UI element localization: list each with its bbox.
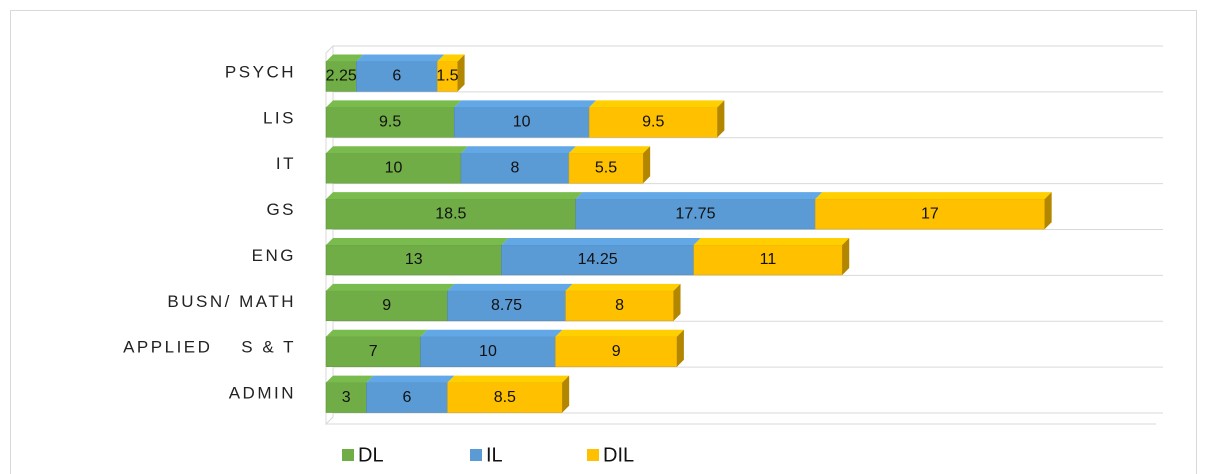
- y-tick-label: ADMIN: [229, 384, 296, 403]
- bar-top-face: [568, 146, 651, 154]
- bar-top-face: [326, 100, 462, 108]
- data-label: 11: [760, 251, 777, 268]
- bar-segment: [447, 290, 566, 322]
- bar-top-face: [326, 146, 468, 154]
- bar-segment: [565, 290, 674, 322]
- bar-segment: [501, 244, 695, 276]
- legend-swatch: [470, 449, 482, 461]
- bar-top-face: [437, 54, 465, 62]
- bar-segment: [325, 336, 421, 367]
- bar-side-face: [673, 283, 681, 321]
- bar-top-face: [460, 146, 576, 154]
- data-label: 17.75: [675, 205, 715, 222]
- bar-top-face: [589, 100, 725, 108]
- data-label: 18.5: [435, 205, 466, 222]
- bar-segment: [325, 290, 448, 322]
- data-label: 17: [921, 205, 939, 222]
- bar-top-face: [326, 237, 509, 245]
- data-label: 8: [510, 159, 519, 176]
- data-label: 8.5: [494, 389, 516, 406]
- data-label: 9: [382, 297, 391, 314]
- bar-segment: [575, 198, 816, 230]
- bar-side-face: [457, 54, 465, 92]
- data-label: 6: [392, 68, 401, 85]
- bar-side-face: [842, 237, 850, 275]
- bar-side-face: [717, 100, 725, 138]
- y-tick-label: LIS: [263, 108, 296, 127]
- bar-top-face: [555, 329, 684, 337]
- data-label: 2.25: [326, 68, 357, 85]
- bar-top-face: [454, 100, 597, 108]
- data-label: 8.75: [491, 297, 522, 314]
- data-label: 8: [615, 297, 624, 314]
- data-label: 10: [513, 114, 531, 131]
- legend-swatch: [587, 449, 599, 461]
- bar-side-face: [1044, 192, 1052, 230]
- bar-segment: [366, 382, 448, 413]
- legend-label: DL: [358, 444, 384, 466]
- bar-top-face: [356, 54, 445, 62]
- bar-top-face: [575, 192, 823, 200]
- bar-segment: [460, 152, 570, 184]
- bar-top-face: [326, 375, 374, 383]
- bar-segment: [420, 336, 556, 367]
- bar-top-face: [447, 375, 570, 383]
- legend-label: IL: [486, 444, 503, 466]
- data-label: 9.5: [642, 114, 664, 131]
- bar-top-face: [420, 329, 563, 337]
- bar-segment: [325, 198, 576, 230]
- bar-top-face: [326, 329, 428, 337]
- bar-top-face: [447, 283, 573, 291]
- data-label: 14.25: [578, 251, 618, 268]
- bar-top-face: [366, 375, 455, 383]
- y-tick-label: ENG: [252, 246, 296, 265]
- data-label: 10: [385, 159, 403, 176]
- bar-segment: [693, 244, 843, 276]
- data-label: 6: [403, 389, 412, 406]
- legend-label: DIL: [603, 444, 634, 466]
- data-label: 3: [342, 389, 351, 406]
- y-tick-label: APPLIED S & T: [123, 338, 296, 357]
- data-label: 9.5: [379, 114, 401, 131]
- bar-side-face: [676, 329, 684, 367]
- y-tick-label: BUSN/ MATH: [167, 292, 296, 311]
- bar-segment: [555, 336, 678, 367]
- bar-segment: [325, 382, 367, 413]
- y-tick-label: PSYCH: [225, 62, 296, 81]
- data-label: 7: [369, 343, 378, 360]
- data-label: 10: [479, 343, 497, 360]
- data-label: 5.5: [595, 159, 617, 176]
- bar-side-face: [643, 146, 651, 184]
- bar-top-face: [501, 237, 701, 245]
- data-label: 9: [612, 343, 621, 360]
- bar-top-face: [326, 192, 583, 200]
- bar-top-face: [326, 283, 455, 291]
- y-tick-label: IT: [276, 154, 296, 173]
- chart-border: [10, 10, 1197, 474]
- bar-top-face: [815, 192, 1052, 200]
- y-tick-label: GS: [266, 200, 296, 219]
- bar-segment: [325, 107, 455, 138]
- bar-segment: [325, 244, 502, 276]
- data-label: 13: [405, 251, 423, 268]
- data-label: 1.5: [436, 68, 458, 85]
- bar-segment: [568, 152, 644, 184]
- bar-segment: [588, 107, 718, 138]
- bar-segment: [325, 61, 357, 92]
- bar-top-face: [693, 237, 850, 245]
- bar-side-face: [562, 375, 570, 413]
- legend-swatch: [342, 449, 354, 461]
- bar-top-face: [326, 54, 364, 62]
- bar-top-face: [565, 283, 681, 291]
